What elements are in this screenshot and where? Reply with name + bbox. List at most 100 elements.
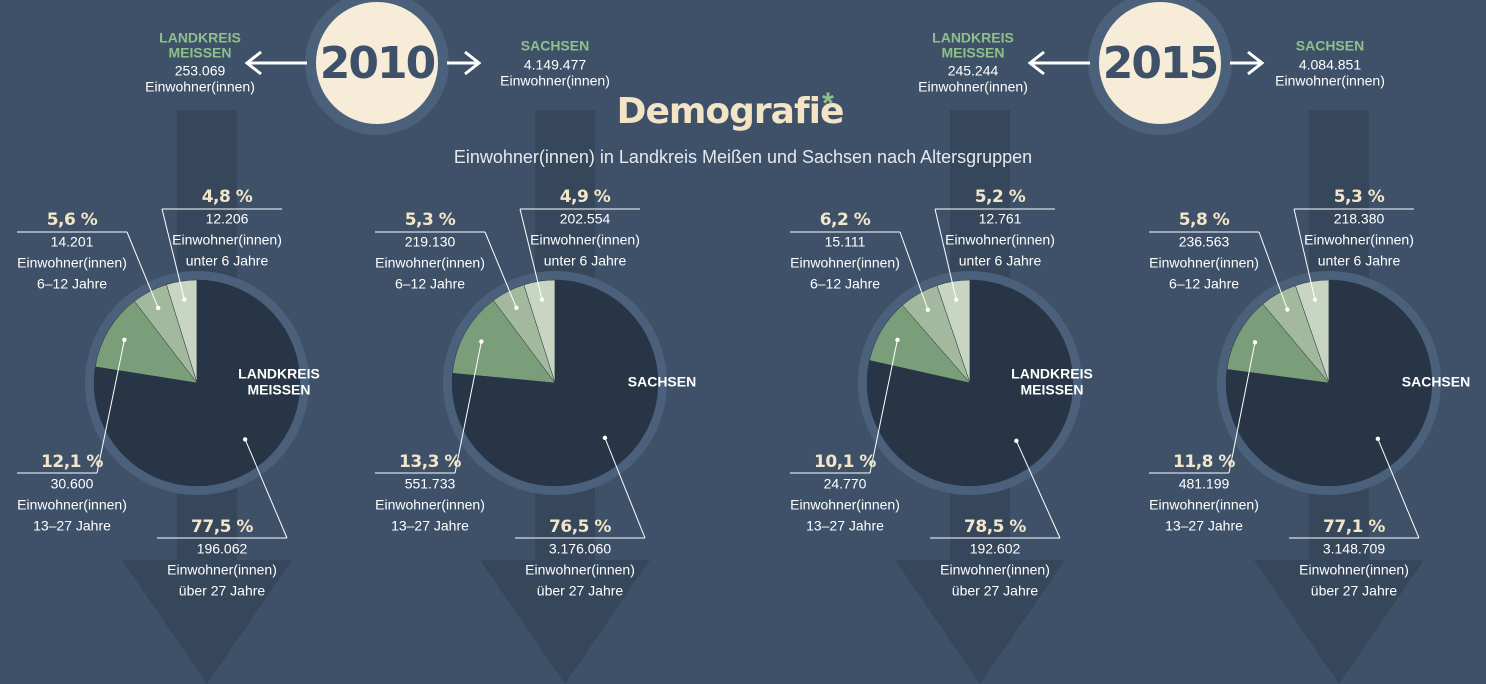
count-label: 196.062 (197, 541, 248, 557)
leader-dot (242, 437, 248, 442)
unit-label: Einwohner(innen) (940, 562, 1050, 578)
leader-line (934, 208, 957, 300)
leader-line (869, 339, 898, 474)
region-name: MEISSEN (168, 45, 231, 61)
region-name: SACHSEN (521, 38, 589, 54)
region-name: LANDKREIS (932, 30, 1014, 46)
unit-label: Einwohner(innen) (17, 497, 127, 513)
arrow-right (447, 50, 482, 76)
pie-name: MEISSEN (1020, 382, 1083, 398)
leader-dot (479, 339, 484, 344)
count-label: 12.206 (206, 211, 249, 227)
leader-dot (602, 435, 608, 441)
category-label: 6–12 Jahre (810, 276, 880, 292)
leader-line (1228, 342, 1256, 474)
year-circle (1099, 2, 1221, 124)
unit-label: Einwohner(innen) (1149, 255, 1259, 271)
count-label: 202.554 (560, 211, 611, 227)
pie-name: SACHSEN (628, 374, 696, 390)
leader-dot (1252, 340, 1258, 345)
value-label: 5,2 % (975, 187, 1026, 207)
pie-slice (451, 279, 659, 487)
year: 2010 (320, 38, 435, 89)
leader-dot (1285, 307, 1290, 312)
leader-dot (122, 337, 127, 342)
pie-slice (94, 300, 198, 384)
unit-label: Einwohner(innen) (790, 255, 900, 271)
value-label: 10,1 % (814, 452, 876, 472)
count-label: 236.563 (1179, 234, 1230, 250)
category-label: über 27 Jahre (179, 583, 266, 599)
unit-label: Einwohner(innen) (167, 562, 277, 578)
count-label: 218.380 (1334, 211, 1385, 227)
leader-line (161, 208, 185, 300)
value-label: 78,5 % (964, 517, 1026, 537)
unit-label: Einwohner(innen) (17, 255, 127, 271)
unit-label: Einwohner(innen) (172, 232, 282, 248)
value-label: 11,8 % (1173, 452, 1235, 472)
count-label: 551.733 (405, 476, 456, 492)
leader-dot (954, 297, 959, 302)
year-circle (316, 2, 438, 124)
title-mark: * (822, 87, 834, 120)
subtitle: Einwohner(innen) in Landkreis Meißen und… (454, 147, 1032, 167)
value-label: 5,8 % (1179, 210, 1230, 230)
pie-slice (1225, 279, 1433, 487)
leader-dot (514, 305, 519, 311)
leader-line (1015, 440, 1061, 539)
value-label: 5,3 % (405, 210, 456, 230)
population-unit: Einwohner(innen) (1275, 73, 1385, 89)
category-label: 13–27 Jahre (33, 518, 111, 534)
leader-line (899, 231, 929, 310)
region-name: SACHSEN (1296, 38, 1364, 54)
pie-slice (452, 300, 556, 384)
unit-label: Einwohner(innen) (1304, 232, 1414, 248)
value-label: 6,2 % (820, 210, 871, 230)
category-label: 13–27 Jahre (806, 518, 884, 534)
unit-label: Einwohner(innen) (1149, 497, 1259, 513)
leader-line (484, 231, 517, 309)
count-label: 15.111 (825, 234, 866, 250)
count-label: 24.770 (824, 476, 867, 492)
category-label: 13–27 Jahre (1165, 518, 1243, 534)
unit-label: Einwohner(innen) (375, 255, 485, 271)
category-label: unter 6 Jahre (959, 253, 1042, 269)
count-label: 3.176.060 (549, 541, 611, 557)
count-label: 30.600 (51, 476, 94, 492)
leader-line (1377, 438, 1420, 539)
arrow-right (1230, 50, 1265, 76)
pie-name: LANDKREIS (238, 366, 320, 382)
value-label: 12,1 % (41, 452, 103, 472)
value-label: 4,8 % (202, 187, 253, 207)
arrow-left (244, 50, 307, 76)
leader-dot (925, 307, 931, 312)
value-label: 77,5 % (191, 517, 253, 537)
count-label: 14.201 (51, 234, 94, 250)
category-label: unter 6 Jahre (544, 253, 627, 269)
leader-line (454, 341, 482, 474)
leader-dot (539, 297, 545, 302)
population: 245.244 (948, 63, 999, 79)
title: Demografie (617, 91, 844, 132)
value-label: 4,9 % (560, 187, 611, 207)
category-label: 6–12 Jahre (1169, 276, 1239, 292)
category-label: über 27 Jahre (952, 583, 1039, 599)
charts: 4,8 % 12.206 Einwohner(innen) unter 6 Jahre… (17, 187, 1470, 599)
leader-line (96, 339, 125, 474)
unit-label: Einwohner(innen) (530, 232, 640, 248)
category-label: unter 6 Jahre (186, 253, 269, 269)
pie-slice (93, 279, 301, 487)
population: 253.069 (175, 63, 226, 79)
category-label: 6–12 Jahre (37, 276, 107, 292)
count-label: 481.199 (1179, 476, 1230, 492)
leader-line (1293, 208, 1316, 300)
leader-dot (895, 337, 900, 342)
leader-line (126, 231, 159, 309)
unit-label: Einwohner(innen) (1299, 562, 1409, 578)
population-unit: Einwohner(innen) (500, 73, 610, 89)
count-label: 192.602 (970, 541, 1021, 557)
pie-name: LANDKREIS (1011, 366, 1093, 382)
pie-slice (866, 279, 1074, 487)
population-unit: Einwohner(innen) (145, 79, 255, 95)
leader-line (604, 437, 646, 539)
